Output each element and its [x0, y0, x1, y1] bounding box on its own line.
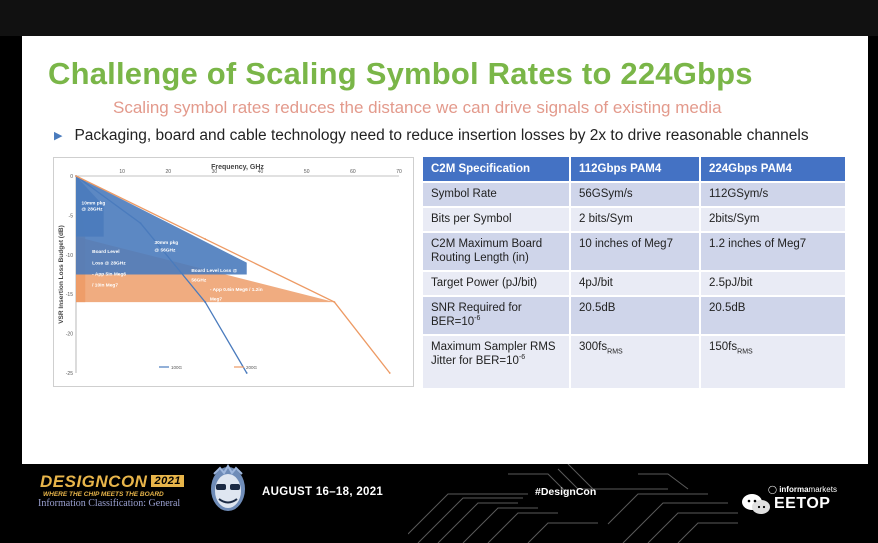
chart-annotation: - App 0.6in Meg6 / 1.2in: [210, 287, 263, 293]
series-point: [204, 301, 207, 303]
value-112g-cell: 300fsRMS: [571, 334, 701, 388]
circuit-pattern-icon: [408, 464, 738, 543]
x-tick-label: 50: [304, 169, 310, 175]
series-point: [75, 175, 77, 177]
chart-annotation: Meg7: [210, 297, 223, 303]
value-224g-cell: 150fsRMS: [701, 334, 847, 388]
header-spec: C2M Specification: [423, 157, 571, 181]
chart-svg: Frequency, GHz 10 20 30 40 50 60 70 0 -5 -10 -15 -20…: [58, 164, 402, 377]
y-tick-label: 0: [70, 174, 73, 180]
value-112g-cell: 56GSym/s: [571, 181, 701, 206]
slide-bullet: ▶ Packaging, board and cable technology n…: [54, 127, 809, 145]
informa-markets-logo: ◯ informamarkets: [768, 485, 837, 494]
presentation-slide: Challenge of Scaling Symbol Rates to 224…: [22, 36, 868, 464]
top-letterbox: [0, 0, 878, 36]
value-224g-cell: 2.5pJ/bit: [701, 270, 847, 295]
spec-cell: C2M Maximum Board Routing Length (in): [423, 231, 571, 270]
spec-cell: SNR Required for BER=10-6: [423, 295, 571, 334]
event-hashtag: #DesignCon: [535, 486, 597, 498]
value-112g-cell: 20.5dB: [571, 295, 701, 334]
chart-title: Frequency, GHz: [211, 164, 264, 171]
loss-budget-chart: Frequency, GHz 10 20 30 40 50 60 70 0 -5 -10 -15 -20…: [53, 157, 414, 387]
informa-logo-icon: ◯: [768, 485, 780, 494]
series-point: [388, 372, 391, 374]
y-tick-label: -5: [69, 213, 74, 219]
y-tick-label: -10: [66, 253, 73, 259]
chart-annotation: Loss @ 28GHz: [92, 260, 126, 266]
table-header-row: C2M Specification 112Gbps PAM4 224Gbps P…: [423, 157, 847, 181]
bullet-text: Packaging, board and cable technology ne…: [74, 127, 809, 144]
series-point: [204, 238, 207, 240]
chart-region: [76, 176, 104, 237]
value-224g-cell: 1.2 inches of Meg7: [701, 231, 847, 270]
chart-annotation: - App 5in Meg6: [92, 271, 126, 277]
chart-annotation: @ 56GHz: [154, 248, 176, 254]
series-point: [333, 301, 336, 303]
eetop-watermark: EETOP: [774, 495, 831, 512]
slide-subtitle: Scaling symbol rates reduces the distanc…: [113, 98, 722, 117]
chart-annotation: Board Level Loss @: [191, 268, 237, 274]
table-row: C2M Maximum Board Routing Length (in) 10…: [423, 231, 847, 270]
value-224g-cell: 2bits/Sym: [701, 206, 847, 231]
spec-cell: Target Power (pJ/bit): [423, 270, 571, 295]
chart-annotation: 56GHz: [191, 278, 207, 284]
header-112g: 112Gbps PAM4: [571, 157, 701, 181]
series-line: [75, 175, 248, 374]
chart-annotation: / 10in Meg7: [92, 282, 118, 288]
value-224g-cell: 112GSym/s: [701, 181, 847, 206]
chart-annotation: 30mm pkg: [154, 240, 178, 246]
y-tick-label: -20: [66, 332, 73, 338]
table-row: Maximum Sampler RMS Jitter for BER=10-6 …: [423, 334, 847, 388]
y-tick-label: -15: [66, 292, 73, 298]
value-112g-cell: 2 bits/Sym: [571, 206, 701, 231]
spec-cell: Maximum Sampler RMS Jitter for BER=10-6: [423, 334, 571, 388]
x-tick-label: 10: [119, 169, 125, 175]
chart-annotation: 10mm pkg: [82, 200, 106, 206]
series-point: [245, 372, 248, 374]
x-tick-label: 40: [258, 169, 264, 175]
table-row: Target Power (pJ/bit) 4pJ/bit 2.5pJ/bit: [423, 270, 847, 295]
classification-label: Information Classification: General: [38, 498, 181, 509]
table-row: Symbol Rate 56GSym/s 112GSym/s: [423, 181, 847, 206]
legend-label: 200G: [246, 365, 258, 370]
legend-label: 100G: [171, 365, 183, 370]
series-line: [75, 175, 391, 374]
y-tick-label: -25: [66, 371, 73, 377]
wechat-icon: [742, 494, 770, 514]
x-tick-label: 60: [350, 169, 356, 175]
x-tick-label: 30: [212, 169, 218, 175]
header-224g: 224Gbps PAM4: [701, 157, 847, 181]
spec-cell: Symbol Rate: [423, 181, 571, 206]
c2m-spec-table: C2M Specification 112Gbps PAM4 224Gbps P…: [423, 157, 847, 388]
designcon-logo: DESIGNCON 2021: [40, 472, 184, 492]
table-row: SNR Required for BER=10-6 20.5dB 20.5dB: [423, 295, 847, 334]
spec-cell: Bits per Symbol: [423, 206, 571, 231]
logo-tagline: WHERE THE CHIP MEETS THE BOARD: [43, 491, 164, 498]
chart-annotation: Board Level: [92, 249, 119, 255]
bullet-arrow-icon: ▶: [54, 130, 63, 142]
value-112g-cell: 4pJ/bit: [571, 270, 701, 295]
conference-footer: DESIGNCON 2021 WHERE THE CHIP MEETS THE B…: [0, 464, 878, 543]
table-row: Bits per Symbol 2 bits/Sym 2bits/Sym: [423, 206, 847, 231]
event-dates: AUGUST 16–18, 2021: [262, 486, 384, 498]
value-112g-cell: 10 inches of Meg7: [571, 231, 701, 270]
value-224g-cell: 20.5dB: [701, 295, 847, 334]
slide-title: Challenge of Scaling Symbol Rates to 224…: [48, 56, 753, 91]
chart-annotation: @ 28GHz: [82, 207, 104, 213]
series-point: [139, 222, 142, 225]
x-tick-label: 20: [166, 169, 172, 175]
x-tick-label: 70: [396, 169, 402, 175]
chart-region: [76, 176, 247, 275]
y-axis-label: VSR Insertion Loss Budget (dB): [58, 225, 65, 324]
mascot-icon: [211, 464, 245, 511]
logo-year: 2021: [151, 475, 184, 487]
